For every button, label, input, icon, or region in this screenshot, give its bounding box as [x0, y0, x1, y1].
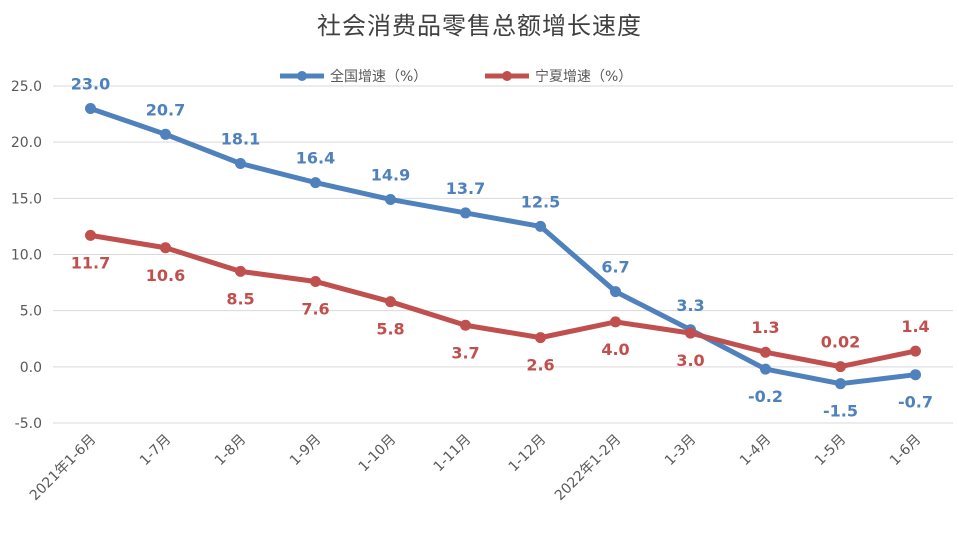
data-point-ningxia [235, 265, 246, 277]
data-point-national [610, 286, 621, 298]
data-label-national: 14.9 [371, 165, 410, 184]
data-point-ningxia [535, 332, 546, 344]
series-line-ningxia [88, 232, 918, 370]
y-tick-label: 0.0 [20, 360, 42, 376]
x-tick-label: 1-4月 [737, 432, 774, 469]
series-line-national [88, 105, 918, 387]
y-tick-label: 25.0 [11, 79, 42, 95]
data-label-national: 12.5 [521, 192, 560, 211]
data-point-national [160, 128, 171, 140]
data-point-ningxia [460, 319, 471, 331]
data-point-national [85, 102, 96, 114]
x-tick-label: 1-7月 [137, 432, 174, 469]
y-tick-label: 20.0 [11, 135, 42, 151]
x-tick-label: 1-3月 [662, 432, 699, 469]
chart-title: 社会消费品零售总额增长速度 [317, 12, 642, 40]
x-tick-label: 1-11月 [431, 432, 475, 476]
data-label-national: 6.7 [601, 258, 629, 277]
data-label-national: 16.4 [296, 149, 335, 168]
x-tick-label: 1-12月 [506, 432, 550, 476]
data-point-national [535, 220, 546, 232]
x-tick-label: 1-10月 [356, 432, 400, 476]
x-tick-label: 1-8月 [212, 432, 249, 469]
data-label-national: -1.5 [823, 402, 858, 421]
data-label-ningxia: 3.0 [676, 351, 704, 370]
data-point-ningxia [160, 242, 171, 254]
data-point-ningxia [85, 229, 96, 241]
data-point-ningxia [610, 316, 621, 328]
y-tick-label: 15.0 [11, 191, 42, 207]
data-point-national [835, 378, 846, 390]
data-label-ningxia: 2.6 [526, 356, 554, 375]
data-label-ningxia: 1.3 [751, 318, 779, 337]
data-point-ningxia [685, 327, 696, 339]
x-tick-label: 1-6月 [887, 432, 924, 469]
data-label-national: -0.2 [748, 387, 783, 406]
data-point-ningxia [910, 345, 921, 357]
data-label-ningxia: 7.6 [301, 299, 329, 318]
x-tick-label: 2021年1-6月 [27, 432, 99, 504]
data-label-ningxia: 4.0 [601, 340, 629, 359]
data-label-ningxia: 3.7 [451, 343, 479, 362]
data-label-ningxia: 11.7 [71, 253, 110, 272]
data-point-national [460, 207, 471, 219]
data-point-national [310, 177, 321, 189]
y-tick-label: -5.0 [15, 416, 42, 432]
data-point-national [385, 193, 396, 205]
legend-marker-national [297, 71, 307, 81]
data-label-national: 13.7 [446, 179, 485, 198]
data-point-ningxia [835, 361, 846, 373]
data-label-ningxia: 10.6 [146, 266, 185, 285]
data-label-national: 20.7 [146, 100, 185, 119]
data-label-ningxia: 8.5 [226, 289, 254, 308]
data-point-ningxia [760, 346, 771, 358]
y-tick-label: 10.0 [11, 248, 42, 264]
data-label-national: -0.7 [898, 393, 933, 412]
data-label-ningxia: 0.02 [821, 333, 860, 352]
data-point-national [910, 369, 921, 381]
data-point-national [235, 158, 246, 170]
legend-label-national: 全国增速（%） [330, 68, 427, 85]
data-label-national: 18.1 [221, 130, 260, 149]
data-point-national [760, 363, 771, 375]
x-tick-label: 1-5月 [812, 432, 849, 469]
data-label-national: 3.3 [676, 296, 704, 315]
legend-label-ningxia: 宁夏增速（%） [535, 68, 632, 85]
data-label-ningxia: 1.4 [901, 317, 929, 336]
legend-marker-ningxia [502, 71, 512, 81]
data-label-ningxia: 5.8 [376, 320, 404, 339]
data-point-ningxia [310, 275, 321, 287]
x-tick-label: 1-9月 [287, 432, 324, 469]
data-label-national: 23.0 [71, 74, 110, 93]
data-point-ningxia [385, 296, 396, 308]
x-tick-label: 2022年1-2月 [552, 432, 624, 504]
y-tick-label: 5.0 [20, 304, 42, 320]
